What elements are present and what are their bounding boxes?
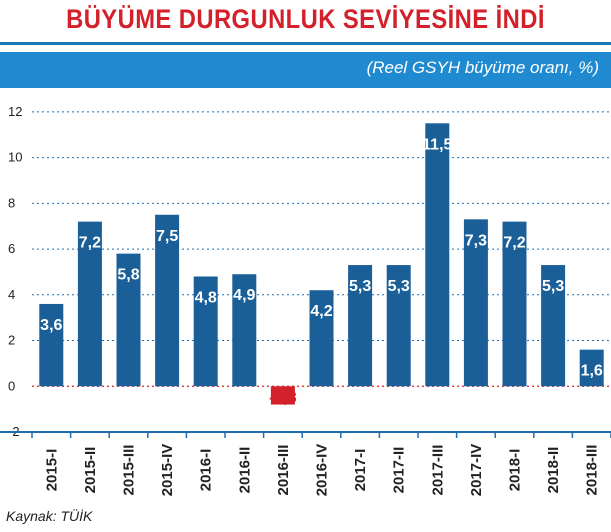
subtitle-band: (Reel GSYH büyüme oranı, %) <box>0 52 611 88</box>
source-note: Kaynak: TÜİK <box>6 508 93 524</box>
chart-subtitle: (Reel GSYH büyüme oranı, %) <box>366 58 599 77</box>
x-tick-label: 2017-IV <box>468 444 485 497</box>
bar-value-label: 4,9 <box>233 287 255 304</box>
x-tick-label: 2017-III <box>429 445 446 496</box>
x-tick-label: 2018-I <box>507 449 524 492</box>
bar <box>425 123 450 387</box>
bar <box>116 253 141 387</box>
y-tick-label: 2 <box>8 333 15 348</box>
x-tick-label: 2017-I <box>352 449 369 492</box>
y-tick-label: 4 <box>8 287 15 302</box>
x-tick-label: 2016-II <box>236 447 253 494</box>
bar <box>77 221 102 387</box>
bar-value-label: 4,2 <box>310 303 332 320</box>
bar-chart: -20246810123,67,25,87,54,84,9-0,84,25,35… <box>0 104 611 497</box>
bar <box>232 274 257 387</box>
x-tick-label: 2015-I <box>43 449 60 492</box>
bar <box>270 386 295 405</box>
x-tick-label: 2015-III <box>121 445 138 496</box>
bar-value-label: 5,3 <box>388 278 410 295</box>
x-tick-label: 2018-II <box>545 447 562 494</box>
bar <box>39 303 64 387</box>
bar-value-label: 7,2 <box>503 235 525 252</box>
x-tick-label: 2015-II <box>82 447 99 494</box>
bar-value-label: 5,3 <box>542 278 564 295</box>
bar-value-label: 4,8 <box>195 290 217 307</box>
y-tick-label: 12 <box>8 104 22 119</box>
bar-value-label: 7,5 <box>156 228 178 245</box>
bar <box>502 221 527 387</box>
y-tick-label: 8 <box>8 195 15 210</box>
bar <box>193 276 218 387</box>
y-tick-label: 6 <box>8 241 15 256</box>
bar <box>386 265 411 387</box>
bar-value-label: 11,5 <box>422 136 452 153</box>
bar <box>579 349 604 387</box>
bar-value-label: 7,3 <box>465 232 487 249</box>
x-tick-label: 2016-III <box>275 445 292 496</box>
bar <box>463 219 488 387</box>
x-tick-label: 2016-IV <box>314 444 331 497</box>
bar-value-label: 1,6 <box>581 363 603 380</box>
title-underline <box>0 42 611 45</box>
bar-value-label: 3,6 <box>40 317 62 334</box>
bar <box>155 214 180 387</box>
bar-value-label: 5,3 <box>349 278 371 295</box>
bar <box>541 265 566 387</box>
x-tick-label: 2017-II <box>391 447 408 494</box>
y-tick-label: 10 <box>8 150 22 165</box>
y-tick-label: 0 <box>8 378 15 393</box>
x-tick-label: 2016-I <box>198 449 215 492</box>
bar-value-label: 7,2 <box>79 235 101 252</box>
bar <box>309 290 334 387</box>
bar-value-label: 5,8 <box>117 267 139 284</box>
chart-title: BÜYÜME DURGUNLUK SEVİYESİNE İNDİ <box>66 4 545 34</box>
x-tick-label: 2015-IV <box>159 444 176 497</box>
x-tick-label: 2018-III <box>584 445 601 496</box>
bar-value-label: -0,8 <box>269 390 297 407</box>
bar <box>348 265 373 387</box>
